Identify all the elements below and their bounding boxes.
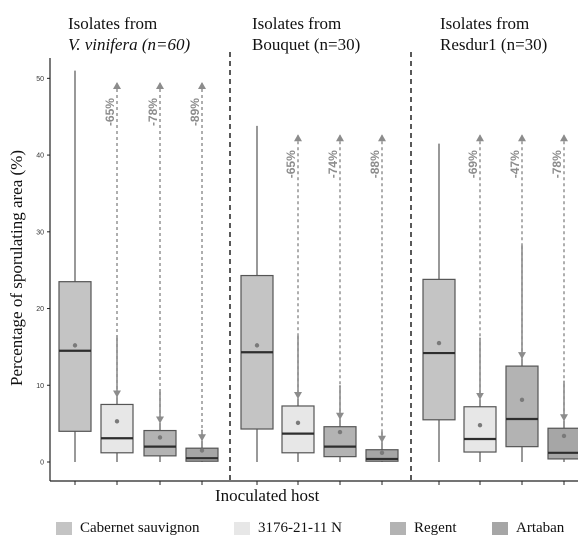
p1-box4-mean-dot: [199, 448, 205, 453]
p2-box2-mean-dot: [295, 420, 301, 426]
p3-reduction3-label: -78%: [550, 150, 564, 178]
p3-box3-mean-dot: [519, 397, 525, 403]
p1-box3-mean-dot: [157, 435, 163, 440]
y-tick-label-5: 50: [36, 76, 44, 83]
legend-item-regent: Regent: [390, 520, 457, 537]
p3-box3-iqr-box: [505, 365, 539, 448]
p3-reduction2-label: -47%: [508, 150, 522, 178]
p3-box4-iqr-box: [547, 427, 578, 460]
panel-3-title-line2: Resdur1 (n=30): [440, 35, 548, 54]
panel-2-title-line2: Bouquet (n=30): [252, 35, 361, 54]
p2-reduction2-label: -74%: [326, 150, 340, 178]
p1-box1-mean-dot: [72, 343, 78, 348]
panel-1-title-line2: V. vinifera (n=60): [68, 34, 190, 55]
p2-reduction3-label: -88%: [368, 150, 382, 178]
panel-1-title: Isolates from V. vinifera (n=60): [68, 13, 190, 55]
p2-reduction1-label: -65%: [284, 150, 298, 178]
p1-box2-mean-dot: [114, 419, 120, 424]
panel-2-title: Isolates from Bouquet (n=30): [252, 13, 360, 55]
y-tick-label-4: 40: [36, 153, 44, 160]
legend-label-cabernet: Cabernet sauvignon: [80, 520, 200, 536]
p3-box2-mean-dot: [477, 422, 483, 428]
panel-1-title-count: (n=60): [137, 35, 191, 54]
y-axis-label: Percentage of sporulating area (%): [7, 150, 26, 386]
y-tick-label-0: 0: [40, 460, 44, 467]
y-tick-label-2: 20: [36, 306, 44, 313]
p1-box1-iqr-box: [58, 281, 92, 432]
panel-1-title-line1: Isolates from: [68, 14, 158, 33]
panel-3-title-line1: Isolates from: [440, 14, 530, 33]
legend-item-3176: 3176-21-11 N: [234, 520, 342, 537]
p1-box3-iqr-box: [143, 429, 177, 457]
legend-label-artaban: Artaban: [516, 520, 565, 536]
p1-reduction2-label: -78%: [146, 98, 160, 126]
p2-box3-mean-dot: [337, 429, 343, 435]
p3-box2-iqr-box: [463, 406, 497, 453]
p1-reduction3-label: -89%: [188, 98, 202, 126]
legend-label-regent: Regent: [414, 520, 457, 536]
p1-box2-iqr-box: [100, 403, 134, 454]
p3-box4-mean-dot: [561, 433, 567, 439]
x-axis-label: Inoculated host: [215, 486, 320, 505]
panel-2-title-line1: Isolates from: [252, 14, 342, 33]
y-tick-label-1: 10: [36, 383, 44, 390]
legend-item-cabernet: Cabernet sauvignon: [56, 520, 200, 537]
legend-swatch-regent: [390, 522, 406, 535]
y-tick-label-3: 30: [36, 229, 44, 236]
p2-box4-iqr-box: [365, 449, 399, 462]
p2-box4-mean-dot: [379, 450, 385, 455]
legend-swatch-artaban: [492, 522, 508, 535]
p1-reduction1-label: -65%: [103, 98, 117, 126]
panel-3-title: Isolates from Resdur1 (n=30): [440, 13, 547, 55]
legend-swatch-cabernet: [56, 522, 72, 535]
p3-reduction1-label: -69%: [466, 150, 480, 178]
panel-1-title-italic: V. vinifera: [68, 35, 138, 54]
legend-label-3176: 3176-21-11 N: [258, 520, 343, 536]
legend-swatch-3176: [234, 522, 250, 535]
p2-box1-mean-dot: [254, 343, 260, 348]
legend-item-artaban: Artaban: [492, 520, 564, 537]
p3-box1-iqr-box: [422, 278, 456, 421]
p2-box2-iqr-box: [281, 405, 315, 454]
p3-box1-mean-dot: [436, 340, 442, 346]
